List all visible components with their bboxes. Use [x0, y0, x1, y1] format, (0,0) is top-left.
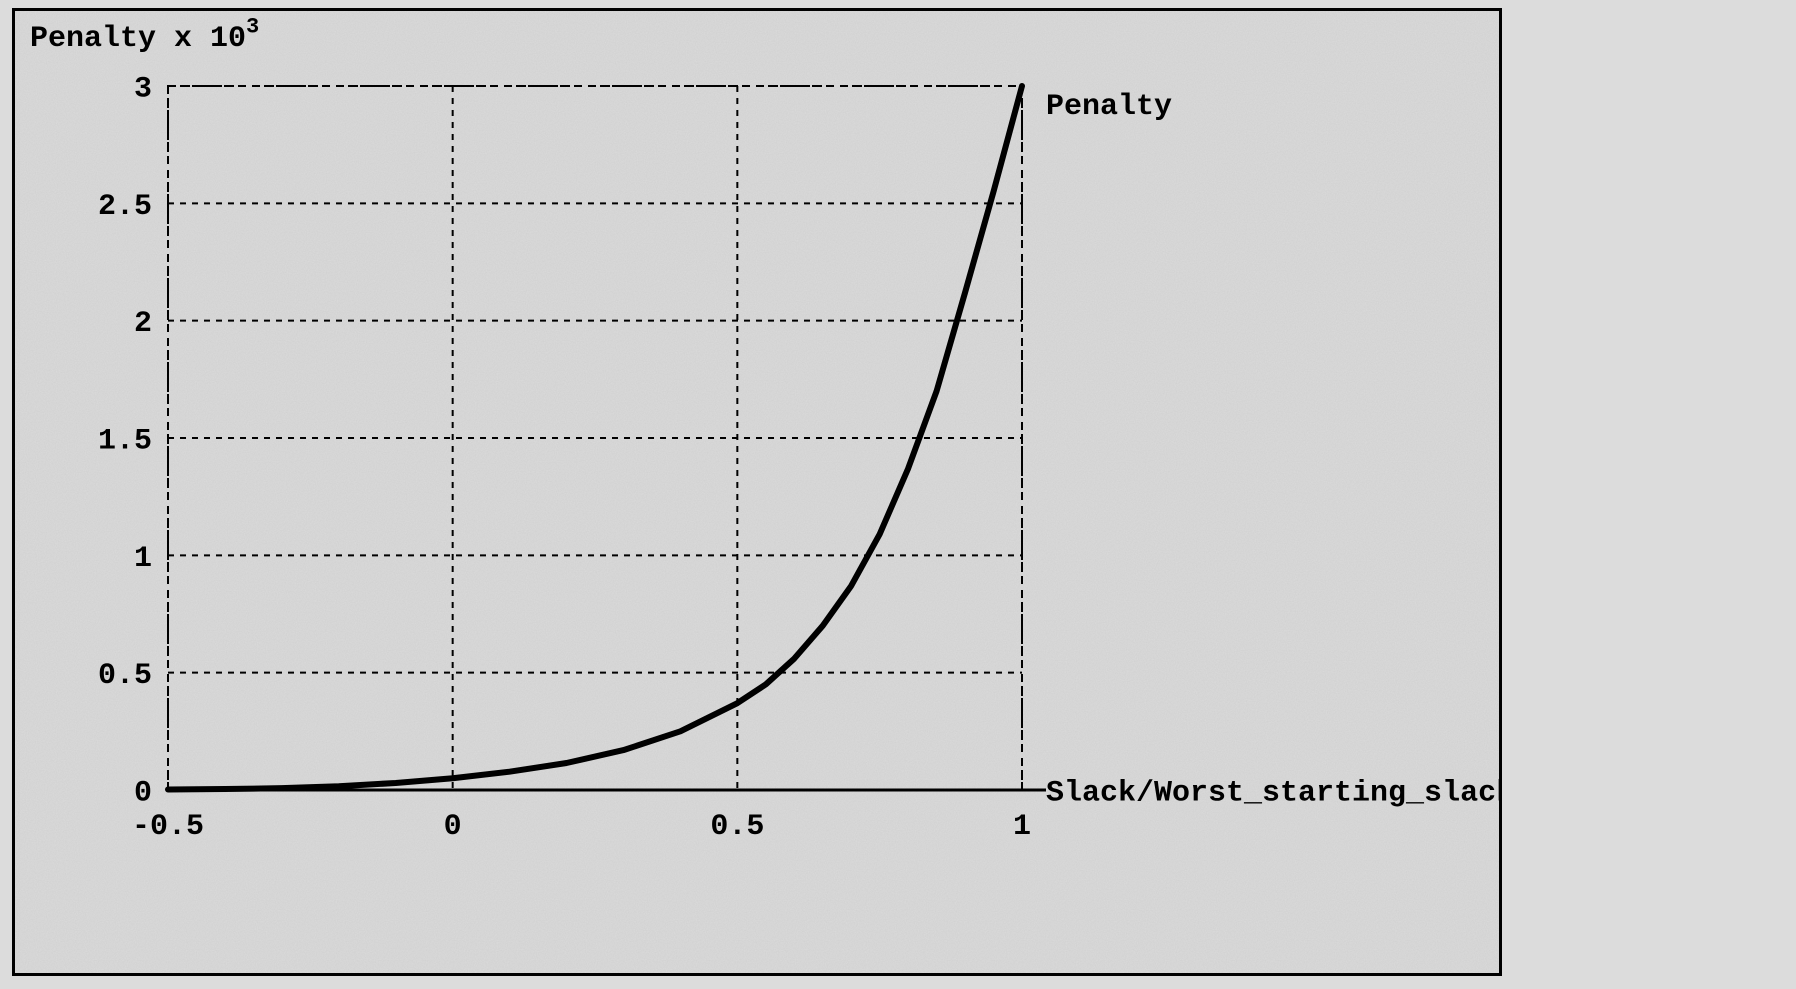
y-tick-label: 3	[134, 73, 152, 107]
x-tick-label: 0	[444, 810, 462, 844]
y-tick-label: 1	[134, 542, 152, 576]
x-tick-label: 1	[1013, 810, 1031, 844]
y-tick-label: 1.5	[98, 425, 152, 459]
series-label: Penalty	[1046, 90, 1172, 124]
y-tick-label: 2	[134, 307, 152, 341]
page-root: -0.500.5100.511.522.53Penalty x 103Slack…	[0, 0, 1796, 989]
x-tick-label: 0.5	[710, 810, 764, 844]
x-axis-title: Slack/Worst_starting_slack	[1046, 777, 1502, 811]
x-tick-label: -0.5	[132, 810, 204, 844]
y-tick-label: 2.5	[98, 190, 152, 224]
chart-stage: -0.500.5100.511.522.53Penalty x 103Slack…	[12, 8, 1502, 976]
penalty-chart: -0.500.5100.511.522.53Penalty x 103Slack…	[12, 8, 1502, 976]
y-tick-label: 0	[134, 777, 152, 811]
y-tick-label: 0.5	[98, 659, 152, 693]
